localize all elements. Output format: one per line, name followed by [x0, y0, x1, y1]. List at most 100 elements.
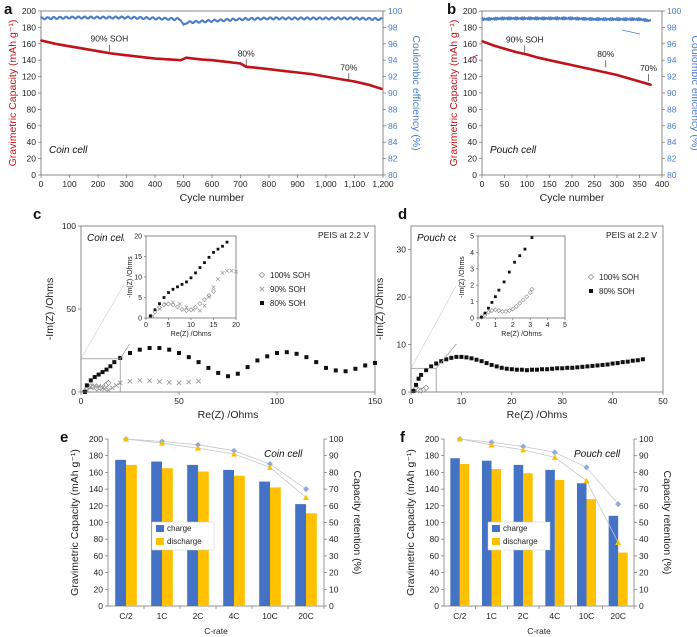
y-tick-label: 200	[463, 6, 477, 16]
x-tick-label: 900	[290, 179, 304, 189]
capacity-point	[582, 66, 585, 69]
capacity-point	[649, 83, 652, 87]
inset-point	[529, 286, 535, 292]
data-point	[177, 350, 181, 355]
retention-marker-charge	[303, 486, 309, 493]
inset-point	[513, 260, 516, 264]
soh-label: 90% SOH	[506, 34, 544, 44]
y2-tick-label: 100	[639, 434, 653, 444]
inset-x-tick-label: 5	[563, 322, 567, 329]
legend-marker	[587, 273, 595, 281]
series-capacity-line	[481, 40, 652, 87]
retention-line	[459, 438, 619, 505]
ce-point	[611, 17, 614, 20]
cell-annotation: Coin cell	[87, 233, 126, 244]
y-tick-label: 0	[434, 601, 439, 611]
ce-point	[536, 16, 539, 19]
capacity-point	[514, 50, 517, 54]
y-tick-label: 0	[71, 387, 76, 397]
y-tick-label: 80	[468, 104, 478, 114]
panel-letter: d	[398, 206, 407, 223]
x-tick-label: 1,200	[372, 179, 394, 189]
ce-point	[643, 19, 646, 22]
y-tick-label: 50	[67, 304, 77, 314]
inset-point	[161, 302, 167, 308]
y2-tick-label: 82	[667, 154, 677, 164]
data-point	[550, 366, 555, 371]
inset-y-tick-label: 2	[470, 283, 474, 290]
data-point	[105, 387, 111, 393]
y2-tick-label: 60	[639, 501, 649, 511]
panel-b: 0 50 100 150 200 250 300 350 400 0 20 40 60 80 100 120 1…	[447, 1, 697, 204]
capacity-point	[604, 71, 607, 74]
y-tick-label: 200	[425, 434, 439, 444]
x-axis-label: C-rate	[204, 626, 228, 636]
inset-point	[517, 300, 523, 306]
capacity-point	[481, 40, 484, 43]
x-tick-label: 50	[500, 179, 510, 189]
ce-point	[617, 17, 620, 20]
legend-swatch	[156, 538, 164, 545]
data-point	[620, 360, 625, 365]
ce-point	[581, 18, 584, 21]
x-tick-label: 1,100	[344, 179, 366, 189]
inset-point	[185, 280, 188, 284]
data-point	[625, 359, 630, 364]
ce-point	[555, 18, 558, 21]
y-tick-label: 40	[94, 568, 104, 578]
y-axis-label: Gravimetric Capacity (mAh g⁻¹)	[448, 20, 460, 167]
panel-letter: f	[400, 429, 406, 446]
inset-point	[527, 290, 533, 296]
inset-y-tick-label: 10	[134, 275, 142, 282]
y2-tick-label: 90	[667, 88, 677, 98]
legend-swatch	[492, 525, 500, 532]
ce-point	[507, 16, 511, 19]
ce-point	[595, 18, 598, 21]
y-tick-label: 40	[27, 137, 37, 147]
inset-point	[157, 306, 162, 312]
data-point	[373, 360, 377, 365]
y2-tick-label: 88	[667, 104, 677, 114]
capacity-point	[503, 47, 506, 50]
capacity-point	[153, 57, 157, 60]
y2-tick-label: 90	[639, 451, 649, 461]
x-axis-label: Cycle number	[180, 192, 245, 204]
inset-series-80-soh	[480, 236, 534, 319]
data-point	[585, 364, 590, 369]
data-point	[464, 355, 469, 360]
inset-point	[206, 293, 212, 298]
data-point	[96, 372, 101, 377]
data-point	[429, 364, 434, 369]
y2-tick-label: 96	[667, 39, 677, 49]
ce-point	[582, 16, 585, 19]
data-point	[196, 378, 202, 384]
ce-point	[495, 18, 498, 21]
x-tick-label: 30	[557, 396, 567, 406]
y-tick-label: 100	[62, 221, 76, 231]
x-tick-label: 100	[520, 179, 534, 189]
inset-point	[212, 251, 215, 254]
bar-charge	[608, 515, 619, 606]
x-axis-label: Cycle number	[540, 192, 605, 204]
y-tick-label: 100	[463, 88, 477, 98]
ce-point	[506, 18, 510, 21]
data-point	[108, 364, 113, 369]
plot-frame	[410, 225, 664, 393]
data-point	[333, 368, 338, 373]
data-point	[102, 386, 108, 392]
ce-point	[554, 16, 557, 19]
capacity-point	[125, 54, 128, 57]
data-point	[206, 365, 211, 370]
soh-label: 70%	[640, 63, 657, 73]
x-tick-label: 600	[205, 179, 219, 189]
ce-point	[520, 17, 523, 21]
y-tick-label: 160	[89, 467, 103, 477]
y-tick-label: 60	[430, 551, 440, 561]
y-tick-label: 20	[397, 292, 407, 302]
y2-tick-label: 98	[388, 22, 398, 32]
capacity-point	[54, 42, 57, 45]
inset-point	[191, 307, 196, 312]
data-point	[109, 385, 115, 391]
category-label: 2C	[193, 611, 204, 621]
capacity-point	[239, 62, 242, 65]
